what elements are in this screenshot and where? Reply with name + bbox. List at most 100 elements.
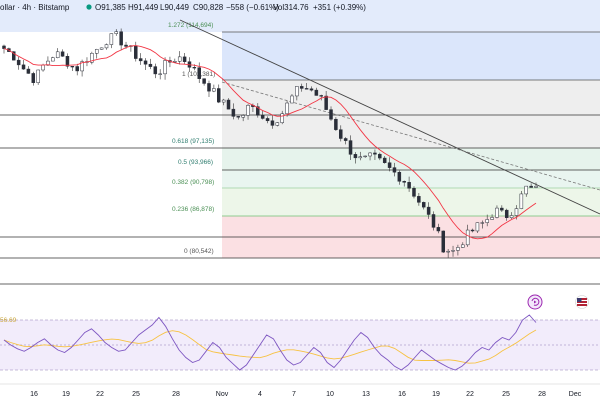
time-tick-label: 25 bbox=[132, 391, 140, 398]
candle bbox=[265, 116, 270, 124]
candle bbox=[441, 230, 446, 253]
time-tick-label: 25 bbox=[502, 391, 510, 398]
ohlc-close: C90,828 bbox=[193, 3, 224, 12]
candle bbox=[12, 51, 16, 61]
trendline-main[interactable] bbox=[179, 19, 600, 215]
candle bbox=[387, 157, 392, 172]
candle bbox=[70, 65, 75, 72]
candle bbox=[363, 155, 367, 158]
rsi-value-label: 56.69 bbox=[0, 317, 17, 324]
time-tick-label: Nov bbox=[216, 391, 229, 398]
candle bbox=[436, 223, 441, 234]
candle bbox=[309, 86, 314, 92]
candle bbox=[295, 86, 299, 101]
candle bbox=[217, 84, 221, 104]
candle bbox=[504, 208, 509, 221]
trendline-dashed[interactable] bbox=[221, 81, 600, 191]
market-status-dot bbox=[86, 4, 92, 10]
candle bbox=[524, 185, 528, 197]
candle bbox=[55, 48, 60, 59]
candle bbox=[65, 53, 70, 69]
candle bbox=[75, 63, 79, 76]
candle bbox=[207, 80, 211, 98]
candle bbox=[304, 83, 309, 90]
fib-band-0382 bbox=[222, 188, 600, 216]
flag-icon[interactable] bbox=[575, 295, 589, 309]
fib-band-05 bbox=[222, 170, 600, 188]
candle bbox=[426, 202, 431, 219]
fib-labels: 1.272 (114,694) 1 (102,381) 0.618 (97,13… bbox=[168, 22, 215, 255]
time-tick-label: Dec bbox=[569, 391, 582, 398]
time-tick-label: 10 bbox=[326, 391, 334, 398]
candle bbox=[500, 205, 504, 212]
ohlc-high: H91,449 bbox=[128, 3, 159, 12]
time-tick-label: 19 bbox=[62, 391, 70, 398]
candle bbox=[485, 214, 489, 227]
candle bbox=[21, 59, 26, 70]
time-axis: 16 19 22 25 28 Nov 4 7 10 13 16 19 22 25 28 Dec bbox=[30, 391, 582, 398]
candle bbox=[407, 176, 411, 192]
symbol-title[interactable]: ollar · 4h · Bitstamp bbox=[0, 3, 70, 12]
candle bbox=[31, 71, 36, 86]
fib-band-0618 bbox=[222, 148, 600, 170]
time-tick-label: 16 bbox=[398, 391, 406, 398]
ohlc-open: O91,385 bbox=[95, 3, 126, 12]
candle bbox=[431, 211, 436, 231]
time-tick-label: 22 bbox=[96, 391, 104, 398]
candle bbox=[231, 103, 236, 120]
time-tick-label: 4 bbox=[258, 391, 262, 398]
time-tick-label: 22 bbox=[466, 391, 474, 398]
candles bbox=[2, 28, 538, 258]
candle bbox=[299, 83, 304, 92]
candle bbox=[226, 98, 231, 110]
fib-bands bbox=[0, 0, 600, 258]
rsi-ma-line bbox=[3, 329, 537, 364]
candle bbox=[378, 152, 382, 161]
candle bbox=[60, 49, 65, 57]
fib-label-0382: 0.382 (90,798) bbox=[172, 179, 214, 186]
candle bbox=[446, 248, 450, 258]
candle bbox=[475, 222, 480, 234]
candle bbox=[163, 57, 167, 80]
candle bbox=[412, 186, 416, 199]
candle bbox=[109, 33, 114, 49]
candle bbox=[519, 191, 524, 210]
candle bbox=[177, 51, 182, 65]
candle bbox=[270, 115, 275, 129]
fib-band-1272 bbox=[222, 32, 600, 80]
candle bbox=[348, 135, 353, 160]
ohlc-low: L90,449 bbox=[160, 3, 189, 12]
candle bbox=[324, 90, 328, 110]
candle bbox=[285, 100, 289, 117]
fib-label-0: 0 (80,542) bbox=[184, 248, 214, 255]
candle bbox=[182, 52, 187, 65]
candle bbox=[343, 137, 348, 145]
candle bbox=[314, 87, 319, 96]
candle bbox=[421, 201, 426, 210]
candle bbox=[353, 152, 358, 164]
fib-label-0236: 0.236 (86,878) bbox=[172, 206, 214, 213]
ohlc-change: −558 (−0.61%) bbox=[226, 3, 279, 12]
candle bbox=[456, 244, 460, 256]
candle bbox=[260, 110, 265, 120]
replay-icon[interactable] bbox=[527, 294, 543, 310]
volume-change: +351 (+0.39%) bbox=[313, 3, 366, 12]
candle bbox=[26, 66, 31, 74]
time-tick-label: 7 bbox=[292, 391, 296, 398]
candle bbox=[275, 122, 280, 127]
candle bbox=[173, 58, 177, 63]
time-tick-label: 28 bbox=[538, 391, 546, 398]
candle bbox=[236, 116, 241, 120]
time-tick-label: 19 bbox=[432, 391, 440, 398]
candle bbox=[397, 170, 402, 185]
candle bbox=[134, 41, 138, 62]
candle bbox=[153, 63, 158, 79]
candle bbox=[290, 93, 294, 104]
candle bbox=[319, 94, 323, 101]
rsi-pane: 56.69 bbox=[0, 314, 600, 371]
candle bbox=[212, 84, 216, 93]
candle bbox=[402, 180, 406, 187]
candle bbox=[143, 58, 148, 70]
